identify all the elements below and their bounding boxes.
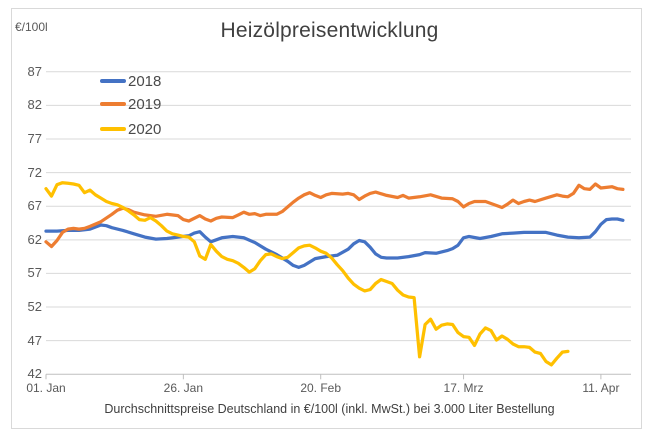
legend-label: 2020 [128, 120, 162, 138]
series-line-2020 [44, 181, 570, 367]
chart-caption: Durchschnittspreise Deutschland in €/100… [104, 402, 555, 416]
y-axis-label: 42 [27, 366, 42, 382]
series-line-2019 [44, 182, 625, 249]
legend-line-marker-2020 [100, 127, 126, 131]
x-axis-label: 17. Mrz [443, 380, 484, 395]
chart-frame [11, 8, 642, 429]
y-axis-label: 67 [27, 198, 42, 214]
legend-label: 2019 [128, 95, 162, 113]
y-axis-label: 72 [27, 164, 42, 180]
y-axis-label: 87 [27, 63, 42, 79]
x-axis-label: 11. Apr [582, 380, 620, 395]
y-axis-unit-label: €/100l [15, 20, 48, 34]
x-axis-label: 20. Feb [300, 380, 342, 395]
y-axis-label: 57 [27, 265, 42, 281]
y-axis-label: 47 [27, 332, 42, 348]
legend-line-marker-2018 [100, 79, 126, 83]
legend-label: 2018 [128, 72, 162, 90]
legend-item-2020: 2020 [100, 120, 161, 138]
x-axis-label: 26. Jan [163, 380, 204, 395]
y-axis-label: 77 [27, 130, 42, 146]
series-line-2018 [44, 217, 625, 270]
legend-line-marker-2019 [100, 102, 126, 106]
y-axis-label: 52 [27, 299, 42, 315]
chart-title: Heizölpreisentwicklung [220, 19, 439, 42]
x-axis-label: 01. Jan [26, 380, 66, 395]
legend-item-2019: 2019 [100, 95, 161, 113]
legend-item-2018: 2018 [100, 72, 161, 90]
y-axis-label: 82 [27, 97, 42, 113]
y-axis-label: 62 [27, 231, 42, 247]
